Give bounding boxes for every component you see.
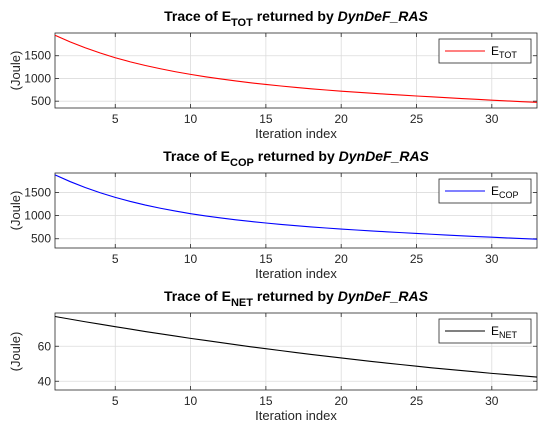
x-tick-label: 30 [485,394,499,408]
chart-title-subscript: TOT [231,17,253,29]
x-tick-label: 5 [112,112,119,126]
x-tick-label: 25 [410,252,424,266]
chart-title-text: Trace of E [164,8,231,24]
y-tick-label: 1500 [24,185,51,199]
y-axis-label: (Joule) [8,191,23,231]
y-tick-label: 1500 [24,49,51,63]
x-tick-label: 10 [184,112,198,126]
chart-panel-2: 5 10 15 20 25 30 500 1000 1500 Iteration index (Jo… [8,148,538,281]
x-tick-label: 10 [184,394,198,408]
x-tick-label: 5 [112,252,119,266]
x-tick-label: 25 [410,394,424,408]
y-tick-label: 1000 [24,71,51,85]
legend-entry-subscript: TOT [499,50,517,60]
legend-entry: ENET [491,324,518,340]
chart-title-text: returned by [254,148,339,164]
legend-entry-subscript: COP [499,190,519,200]
legend-entry-text: E [491,324,499,338]
x-axis-label: Iteration index [255,126,337,141]
x-tick-label: 30 [485,112,499,126]
axes-box [54,172,538,249]
series-line-cop [54,174,538,240]
chart-title-text: Trace of E [163,148,230,164]
x-tick-label: 30 [485,252,499,266]
legend-entry-text: E [491,44,499,58]
chart-title-function: DynDeF_RAS [339,148,430,164]
y-tick-label: 500 [31,94,51,108]
chart-title-function: DynDeF_RAS [338,288,429,304]
y-tick-label: 40 [38,374,52,388]
x-tick-label: 5 [112,394,119,408]
axes-box [54,312,538,391]
series-line-tot [54,34,538,103]
legend-entry: ECOP [491,184,519,200]
chart-panel-3: 5 10 15 20 25 30 40 60 Iteration index (Joule) Tra… [8,288,538,423]
x-tick-label: 20 [335,252,349,266]
x-axis-label: Iteration index [255,408,337,423]
y-tick-label: 1000 [24,209,51,223]
series-line-net [54,315,538,378]
chart-title-text: Trace of E [164,288,231,304]
x-axis-label: Iteration index [255,266,337,281]
chart-title-subscript: NET [231,297,253,309]
chart-title-function: DynDeF_RAS [338,8,429,24]
x-tick-label: 25 [410,112,424,126]
x-tick-label: 10 [184,252,198,266]
y-tick-label: 60 [38,339,52,353]
legend-entry-text: E [491,184,499,198]
x-tick-label: 15 [259,112,273,126]
x-tick-label: 20 [335,394,349,408]
y-tick-label: 500 [31,232,51,246]
x-tick-label: 15 [259,252,273,266]
legend-entry-subscript: NET [499,330,518,340]
chart-panel-1: 5 10 15 20 25 30 500 1000 1500 Iteration index (Jo… [8,8,538,141]
axes-box [54,32,538,109]
chart-title: Trace of ETOT returned by DynDeF_RAS [164,8,428,29]
y-axis-label: (Joule) [8,51,23,91]
chart-title-subscript: COP [230,157,254,169]
chart-title-text: returned by [253,8,338,24]
x-tick-label: 20 [335,112,349,126]
legend-entry: ETOT [491,44,517,60]
chart-title: Trace of ECOP returned by DynDeF_RAS [163,148,429,169]
y-axis-label: (Joule) [8,332,23,372]
x-tick-label: 15 [259,394,273,408]
chart-title-text: returned by [253,288,338,304]
chart-title: Trace of ENET returned by DynDeF_RAS [164,288,429,309]
